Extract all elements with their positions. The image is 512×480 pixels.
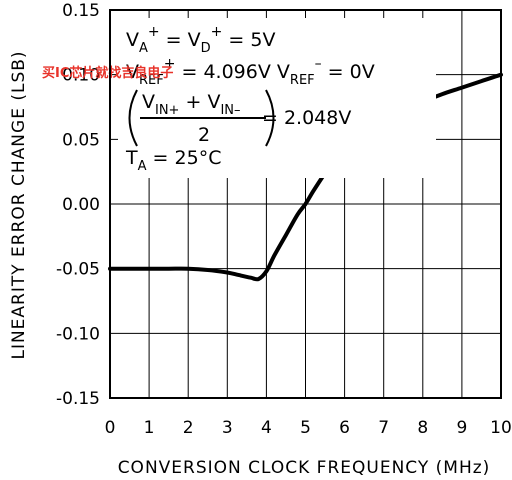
x-tick-label: 4 [261, 418, 272, 438]
y-tick-label: 0.10 [62, 66, 100, 86]
fraction-numerator: VIN+ + VIN– [142, 91, 241, 118]
x-tick-labels: 0 1 2 3 4 5 6 7 8 9 10 [105, 418, 512, 438]
y-tick-label: -0.05 [56, 260, 100, 280]
annotation-line-1: VA+ = VD+ = 5V [126, 24, 275, 56]
annotation-line-2: VREF+ = 4.096V VREF– = 0V [126, 56, 375, 88]
y-axis-label: LINEARITY ERROR CHANGE (LSB) [9, 50, 29, 359]
x-tick-label: 9 [456, 418, 467, 438]
x-tick-label: 3 [222, 418, 233, 438]
y-tick-label: 0.05 [62, 130, 100, 150]
y-tick-label: -0.10 [56, 324, 100, 344]
x-tick-label: 6 [339, 418, 350, 438]
watermark: 买IC芯片就找吉良电子 [42, 65, 173, 81]
annotation-backdrop [118, 18, 436, 178]
x-tick-label: 5 [300, 418, 311, 438]
y-tick-label: -0.15 [56, 389, 100, 409]
y-tick-labels: 0.15 0.10 0.05 0.00 -0.05 -0.10 -0.15 [56, 1, 100, 409]
y-tick-label: 0.00 [62, 195, 100, 215]
plot-frame [109, 9, 502, 399]
x-tick-label: 2 [183, 418, 194, 438]
x-tick-label: 8 [417, 418, 428, 438]
fraction-result: = 2.048V [262, 107, 351, 129]
left-paren [128, 89, 138, 147]
x-tick-label: 0 [105, 418, 116, 438]
y-tick-label: 0.15 [62, 1, 100, 21]
x-tick-label: 1 [144, 418, 155, 438]
annotation-line-4: TA = 25°C [125, 147, 221, 174]
x-tick-label: 10 [490, 418, 512, 438]
fraction-denominator: 2 [198, 124, 210, 146]
x-tick-label: 7 [378, 418, 389, 438]
right-paren [265, 89, 275, 147]
x-axis-label: CONVERSION CLOCK FREQUENCY (MHz) [118, 458, 491, 478]
annotation-line-3: VIN+ + VIN– 2 = 2.048V [128, 89, 351, 147]
